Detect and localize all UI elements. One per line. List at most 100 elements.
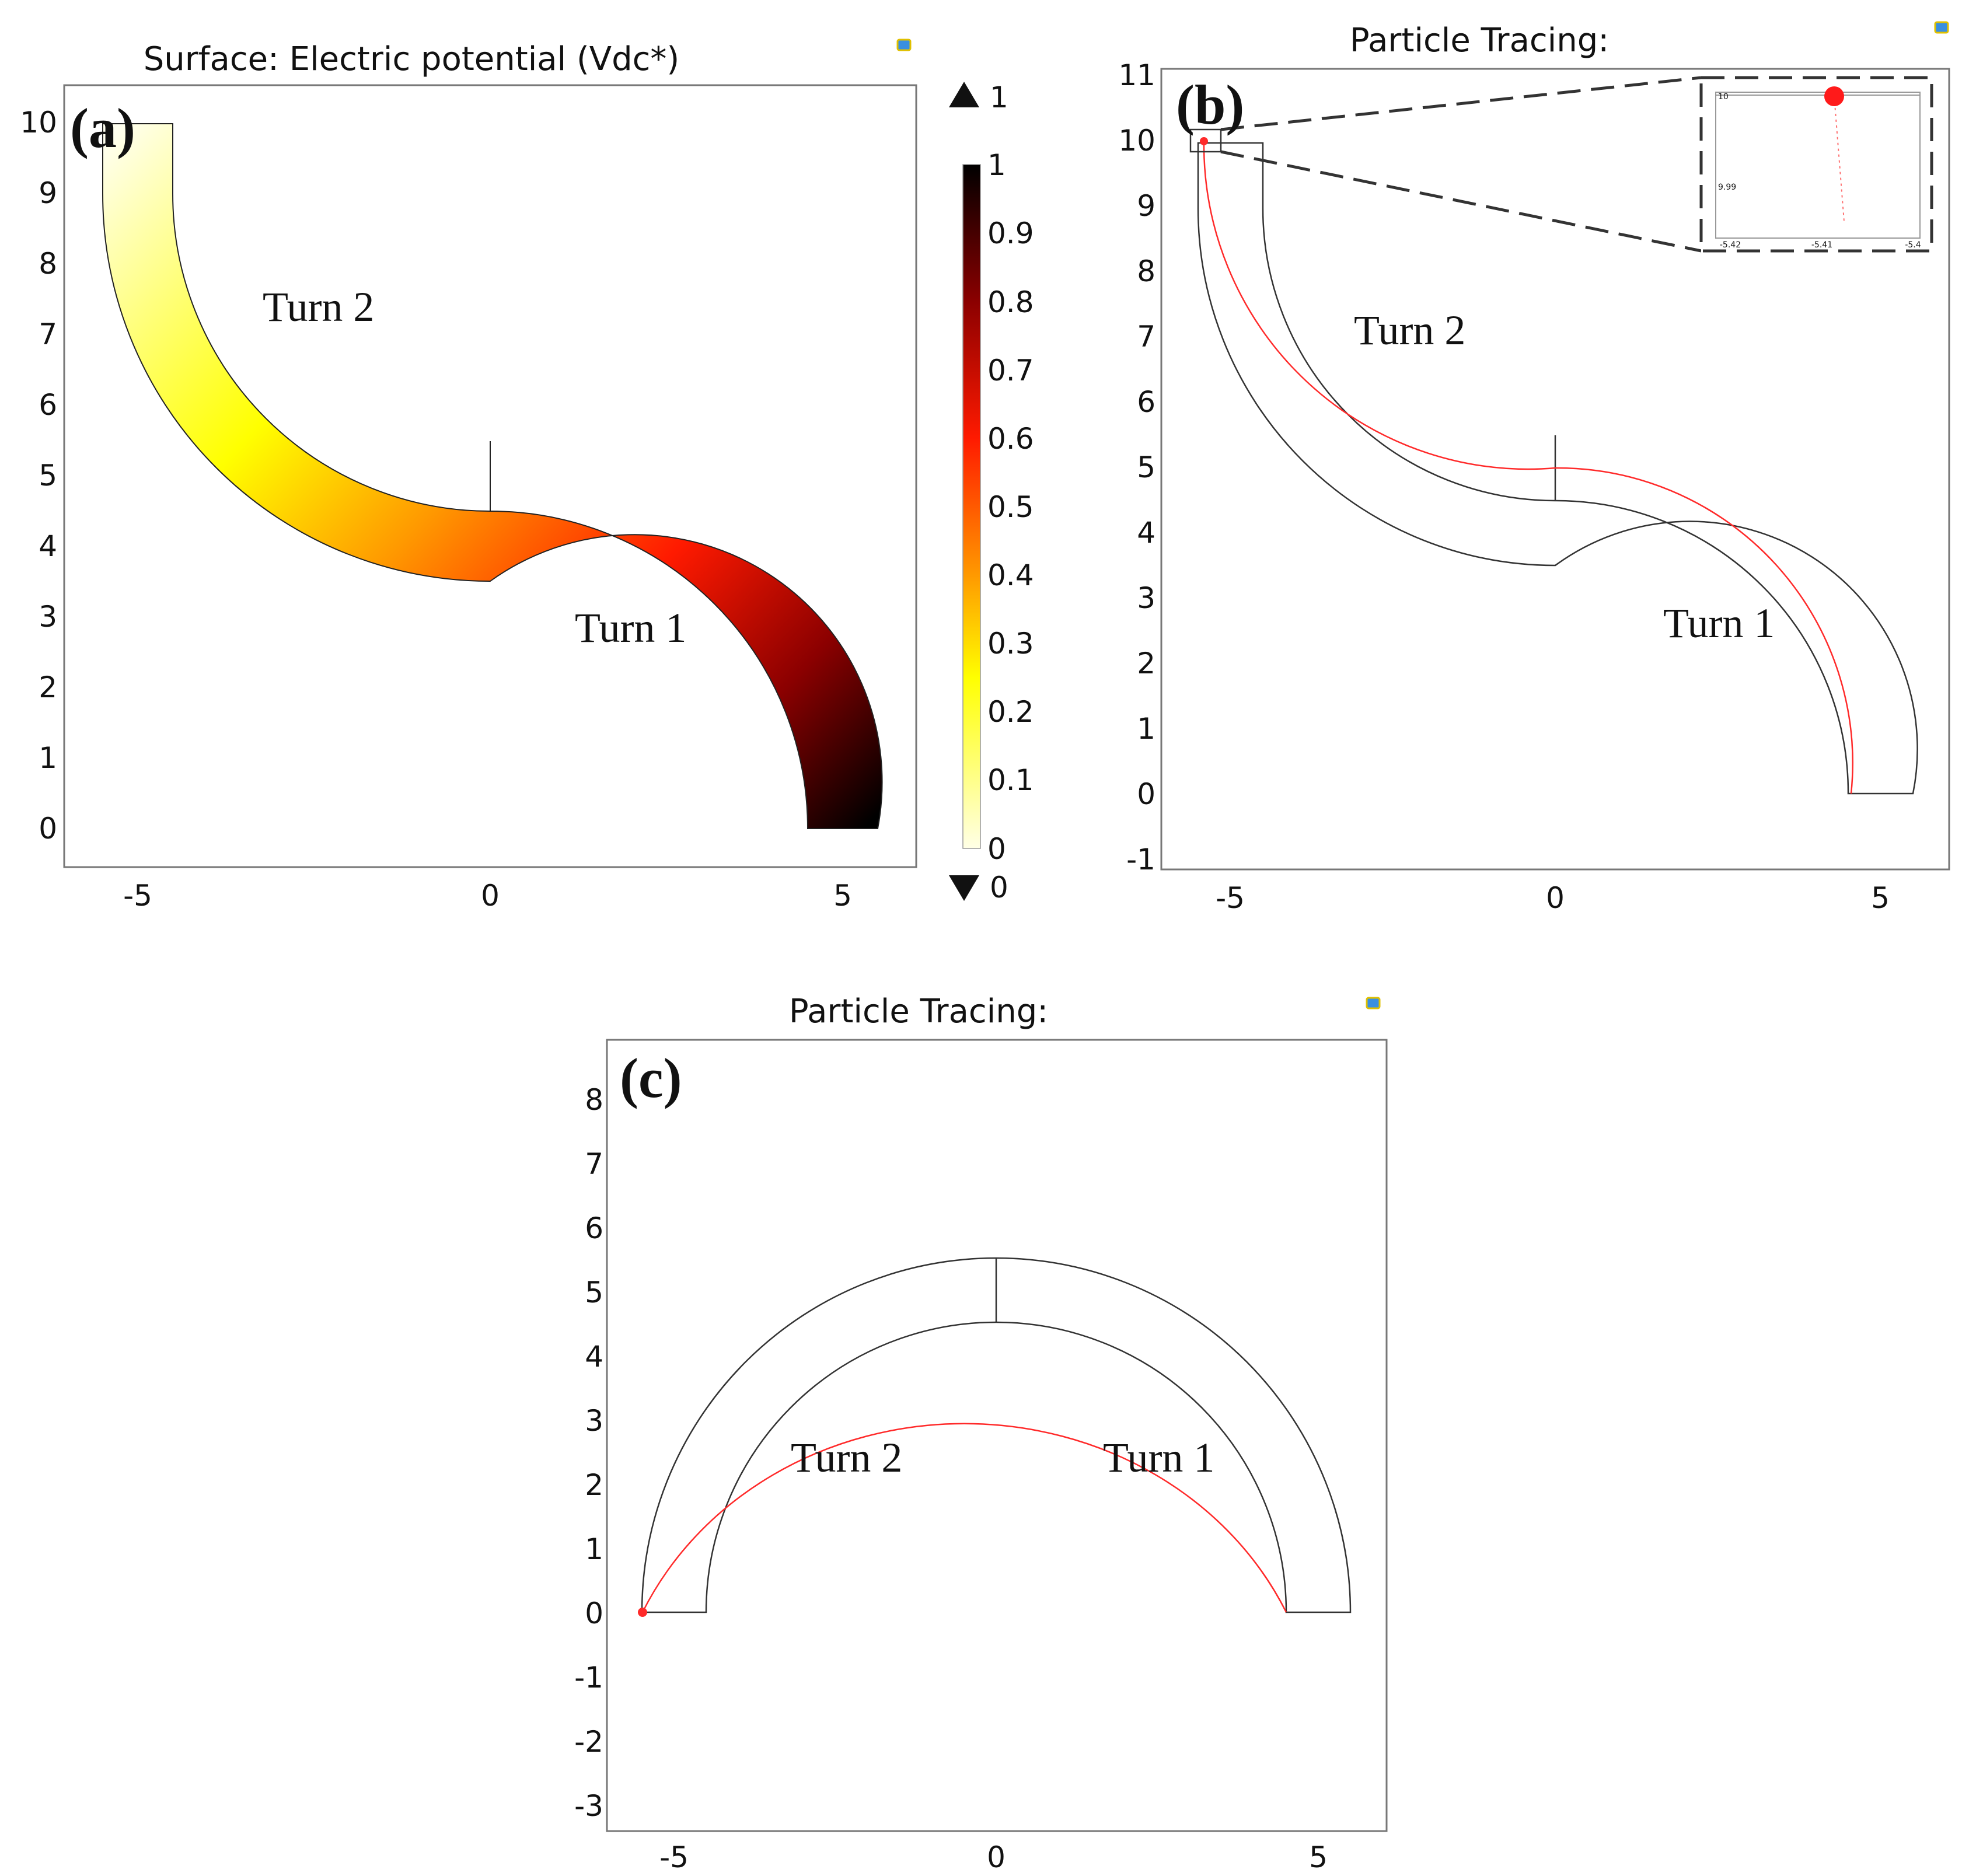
panel-c-ytick: 6 — [585, 1211, 603, 1245]
panel-a-ytick: 8 — [39, 247, 57, 281]
panel-b-xtick: 0 — [1546, 881, 1565, 915]
panel-c-particle-trajectory — [641, 1423, 1287, 1613]
panel-c-channel-outline — [641, 1257, 1352, 1613]
panel-a-x-axis: -5 0 5 — [123, 879, 852, 913]
panel-c-ytick: 8 — [585, 1083, 603, 1117]
panel-b-inset: 10 9.99 -5.42 -5.41 -5.4 — [1699, 76, 1933, 253]
panel-a-ytick: 7 — [39, 317, 57, 351]
colorbar-tick: 0.3 — [987, 627, 1034, 661]
panel-b-particle-trajectory — [1203, 141, 1853, 794]
panel-b-inset-particle — [1824, 86, 1844, 106]
panel-b-ytick: 9 — [1137, 189, 1155, 223]
panel-b-inset-frame — [1699, 76, 1933, 253]
panel-c-title: Particle Tracing: — [789, 993, 1048, 1030]
panel-b-inset-xtick: -5.42 — [1720, 240, 1741, 250]
panel-b-zoom-line-top — [1220, 76, 1702, 131]
panel-b-inset-xtick: -5.4 — [1905, 240, 1921, 250]
panel-a: Surface: Electric potential (Vdc*) 0 1 2… — [20, 39, 1034, 913]
colorbar-tick: 0.1 — [987, 763, 1034, 797]
panel-b-inset-ytick: 9.99 — [1718, 183, 1736, 192]
panel-b-turn2-label: Turn 2 — [1354, 307, 1465, 354]
panel-b-label: (b) — [1176, 74, 1244, 136]
panel-c-ytick: 1 — [585, 1532, 603, 1566]
colorbar-tick: 0.8 — [987, 285, 1034, 319]
colorbar-tick: 0.5 — [987, 490, 1034, 524]
panel-b-inset-xtick: -5.41 — [1811, 240, 1832, 250]
panel-c-xtick: 0 — [987, 1840, 1006, 1874]
panel-a-xtick: -5 — [123, 879, 152, 913]
colorbar-tick: 0.7 — [987, 354, 1034, 387]
panel-b-channel-outline — [1197, 142, 1918, 795]
panel-b-ytick: 5 — [1137, 450, 1155, 484]
panel-c-turn1-label: Turn 1 — [1103, 1434, 1214, 1481]
panel-c-ytick: 2 — [585, 1468, 603, 1502]
colorbar-max-marker: 1 — [990, 81, 1008, 114]
panel-b-xtick: -5 — [1216, 881, 1245, 915]
colorbar-tick: 0.9 — [987, 216, 1034, 250]
panel-c-ytick: 0 — [585, 1596, 603, 1630]
panel-a-ytick: 4 — [39, 529, 57, 563]
panel-c-ytick: -1 — [574, 1661, 603, 1695]
colorbar-tick: 0 — [987, 832, 1006, 866]
panel-b-particle — [1200, 137, 1208, 145]
panel-b-ytick: 11 — [1118, 58, 1155, 92]
panel-b-zoom-box — [1189, 128, 1222, 153]
panel-a-label: (a) — [70, 97, 135, 159]
panel-b-inset-ytick: 10 — [1718, 92, 1729, 102]
panel-a-ytick: 0 — [39, 812, 57, 846]
panel-b-ytick: 2 — [1137, 647, 1155, 680]
panel-a-ytick: 1 — [39, 741, 57, 775]
colorbar-tick: 0.2 — [987, 695, 1034, 729]
panel-a-y-axis: 0 1 2 3 4 5 6 7 8 9 10 — [20, 106, 57, 846]
panel-c-x-axis: -5 0 5 — [659, 1840, 1328, 1874]
panel-b: Particle Tracing: -1 0 1 2 3 4 5 6 7 8 9… — [1118, 21, 1950, 915]
panel-c-xtick: -5 — [659, 1840, 689, 1874]
panel-c-y-axis: -3 -2 -1 0 1 2 3 4 5 6 7 8 — [574, 1083, 603, 1823]
panel-c-ytick: 7 — [585, 1147, 603, 1181]
panel-a-title: Surface: Electric potential (Vdc*) — [144, 40, 680, 78]
panel-a-turn2-label: Turn 2 — [263, 284, 374, 330]
panel-b-y-axis: -1 0 1 2 3 4 5 6 7 8 9 10 11 — [1118, 58, 1155, 876]
panel-c-xtick: 5 — [1309, 1840, 1328, 1874]
panel-a-xtick: 0 — [481, 879, 500, 913]
panel-c-turn2-label: Turn 2 — [791, 1434, 902, 1481]
panel-a-xtick: 5 — [833, 879, 852, 913]
panel-b-plot-frame — [1160, 68, 1950, 871]
colorbar-max-arrow — [949, 82, 979, 107]
colorbar-tick: 0.4 — [987, 558, 1034, 592]
panel-c-ytick: 3 — [585, 1404, 603, 1438]
panel-b-ytick: 1 — [1137, 712, 1155, 746]
panel-b-ytick: 7 — [1137, 320, 1155, 354]
panel-a-plot-frame — [63, 84, 917, 868]
panel-c-corner-icon — [1366, 997, 1381, 1009]
panel-b-inset-plot — [1715, 92, 1921, 239]
panel-a-colorbar: 1 1 0.9 0.8 0.7 0.6 0.5 0.4 0.3 0.2 0.1 … — [949, 81, 1034, 904]
panel-b-x-axis: -5 0 5 — [1216, 881, 1890, 915]
panel-a-ytick: 9 — [39, 176, 57, 210]
panel-c-label: (c) — [620, 1047, 682, 1109]
panel-b-corner-icon — [1934, 21, 1949, 34]
panel-c-plot-frame — [606, 1039, 1388, 1832]
panel-c-ytick: -2 — [574, 1725, 603, 1759]
panel-c: Particle Tracing: -3 -2 -1 0 1 2 3 4 5 6… — [574, 993, 1388, 1874]
panel-a-ytick: 5 — [39, 459, 57, 492]
colorbar-tick: 0.6 — [987, 422, 1034, 456]
panel-b-title: Particle Tracing: — [1350, 22, 1609, 60]
panel-a-potential-surface — [102, 123, 883, 829]
panel-b-ytick: 0 — [1137, 777, 1155, 811]
panel-a-ytick: 10 — [20, 106, 57, 139]
panel-c-ytick: -3 — [574, 1789, 603, 1823]
panel-a-ytick: 3 — [39, 600, 57, 634]
panel-b-ytick: 8 — [1137, 254, 1155, 288]
colorbar-gradient — [962, 164, 981, 849]
panel-b-zoom-line-bottom — [1220, 150, 1702, 253]
panel-c-ytick: 4 — [585, 1340, 603, 1374]
panel-b-turn1-label: Turn 1 — [1663, 600, 1775, 647]
panel-b-xtick: 5 — [1871, 881, 1890, 915]
panel-a-ytick: 6 — [39, 388, 57, 422]
panel-a-corner-icon — [896, 39, 912, 51]
panel-b-ytick: -1 — [1126, 843, 1155, 876]
panel-b-ytick: 10 — [1118, 124, 1155, 158]
colorbar-min-marker: 0 — [990, 871, 1008, 904]
